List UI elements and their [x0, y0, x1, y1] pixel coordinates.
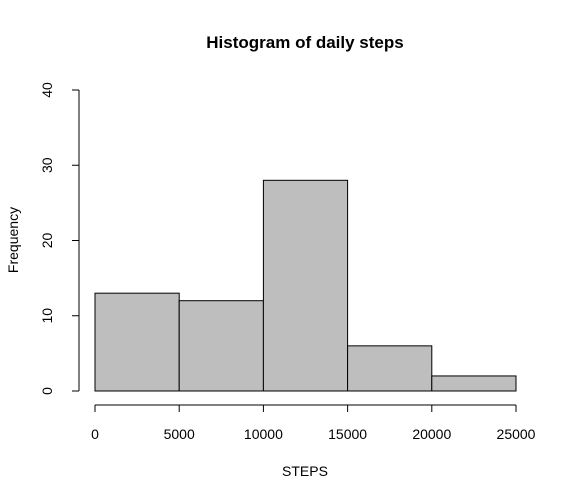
bar-3 [347, 345, 433, 392]
bar-1 [178, 300, 264, 392]
bar-2 [262, 179, 349, 392]
x-axis-label: STEPS [282, 463, 328, 479]
y-axis: 0 10 20 30 40 [39, 82, 80, 395]
bar-4 [431, 375, 517, 392]
x-tick-label-4: 20000 [412, 426, 451, 442]
bar-0 [94, 292, 180, 392]
y-tick-label-0: 0 [39, 387, 55, 395]
x-tick-label-0: 0 [91, 426, 99, 442]
y-tick-label-3: 30 [39, 157, 55, 173]
y-axis-label: Frequency [5, 207, 21, 273]
x-axis: 0 5000 10000 15000 20000 25000 [91, 404, 536, 442]
chart-title: Histogram of daily steps [206, 33, 403, 52]
x-tick-label-2: 10000 [244, 426, 283, 442]
x-tick-label-3: 15000 [328, 426, 367, 442]
y-tick-label-2: 20 [39, 233, 55, 249]
y-tick-label-4: 40 [39, 82, 55, 98]
x-tick-label-1: 5000 [164, 426, 195, 442]
x-tick-label-5: 25000 [497, 426, 536, 442]
y-tick-label-1: 10 [39, 308, 55, 324]
bars-group [94, 179, 517, 392]
